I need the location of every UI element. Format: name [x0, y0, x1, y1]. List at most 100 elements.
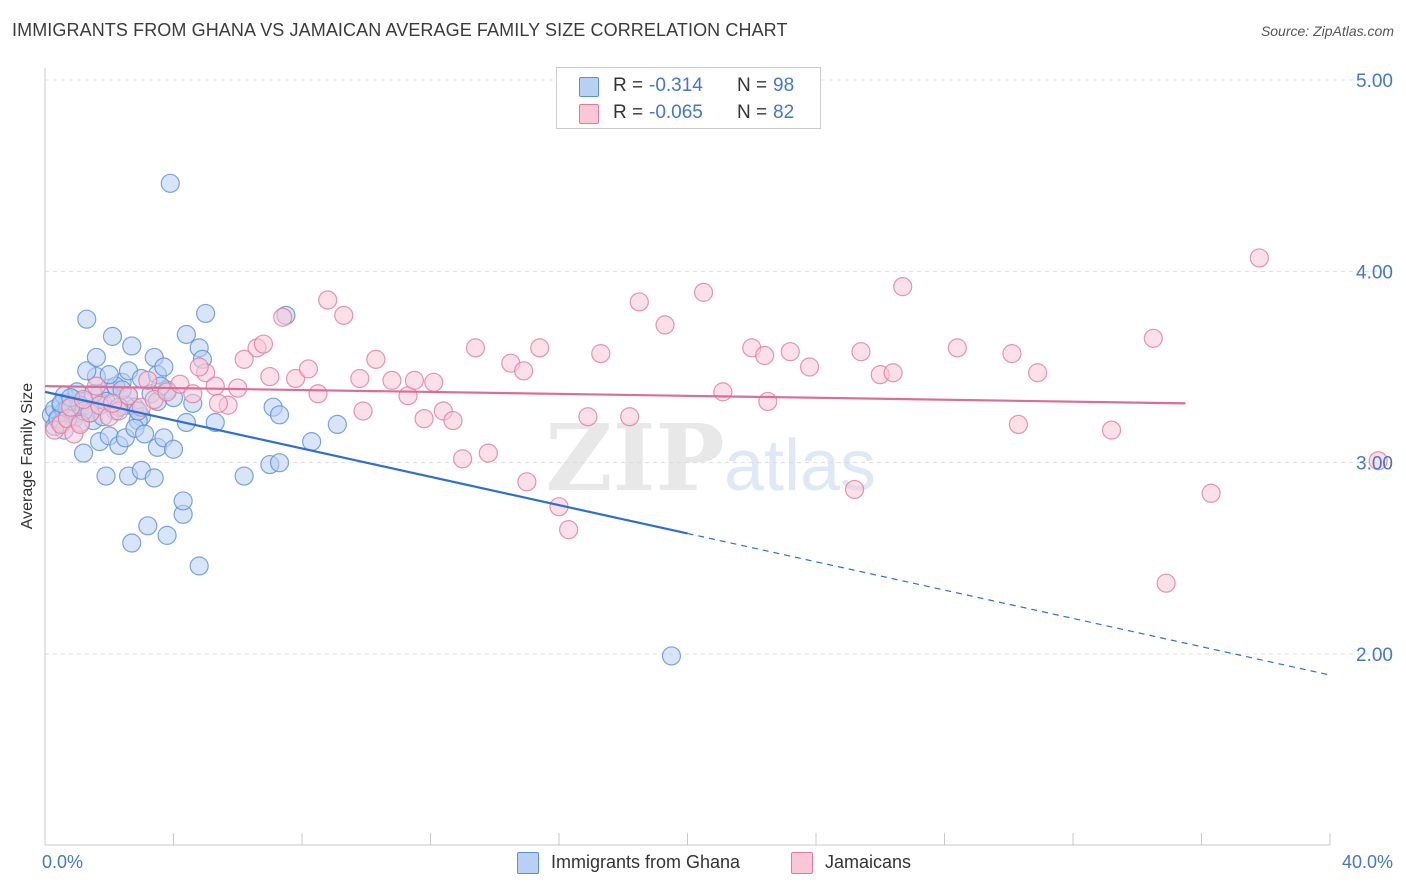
jamaican-point [208, 393, 229, 413]
y-tick-label: 5.00 [1356, 71, 1393, 92]
jamaican-point [851, 342, 871, 362]
legend-r-value: -0.065 [649, 102, 703, 123]
jamaican-point [308, 384, 328, 404]
watermark: ZIP atlas [545, 404, 876, 512]
ghana-point [122, 336, 142, 356]
ghana-point [173, 491, 193, 511]
jamaican-point [318, 290, 338, 310]
jamaican-point [578, 407, 598, 427]
ghana-point [176, 324, 196, 345]
jamaican-point [424, 372, 444, 392]
ghana-point [196, 303, 216, 324]
jamaican-point [893, 277, 913, 297]
jamaican-point [844, 479, 865, 500]
jamaican-point [947, 338, 967, 358]
jamaican-point [414, 409, 434, 429]
jamaican-point [1368, 451, 1388, 471]
bottom-legend-label-jamaicans: Jamaicans [825, 852, 912, 872]
jamaican-point [620, 407, 640, 427]
jamaican-point [443, 410, 463, 431]
jamaican-point [353, 401, 373, 421]
ghana-point [205, 412, 225, 433]
jamaican-point [1249, 248, 1269, 268]
ghana-point [189, 556, 209, 576]
jamaican-point [754, 345, 775, 366]
ghana-point [77, 309, 97, 329]
legend-n-label: N = [737, 75, 768, 96]
ghana-point [122, 533, 142, 553]
jamaican-point [780, 342, 800, 362]
jamaican-point [205, 376, 225, 396]
bottom-legend-label-ghana: Immigrants from Ghana [551, 852, 741, 872]
jamaican-point [465, 338, 486, 358]
jamaican-point [799, 357, 820, 377]
ghana-point [269, 453, 290, 473]
y-axis-label: Average Family Size [19, 382, 36, 530]
legend-swatch-ghana [579, 77, 599, 97]
jamaican-point [1008, 414, 1028, 434]
bottom-legend-swatch-ghana [517, 852, 539, 874]
jamaican-point [382, 370, 402, 390]
jamaican-point [285, 368, 306, 389]
jamaican-point [591, 344, 611, 364]
jamaican-point [883, 363, 903, 383]
jamaican-point [1028, 363, 1048, 383]
legend-r-value: -0.314 [649, 75, 703, 96]
jamaican-point [234, 349, 254, 369]
tick-labels: 2.00 3.00 4.00 5.00 0.0% 40.0% [42, 71, 1393, 872]
ghana-point [77, 361, 97, 381]
ghana-point [154, 357, 174, 377]
y-tick-label: 2.00 [1356, 645, 1393, 666]
x-tick-label-min: 0.0% [42, 852, 83, 872]
ghana-point [99, 365, 119, 385]
y-tick-label: 3.00 [1356, 454, 1393, 475]
ghana-point [160, 173, 180, 193]
data-points [41, 173, 1388, 666]
ghana-trend-line [44, 390, 688, 535]
jamaican-point [530, 338, 550, 358]
ghana-point [144, 468, 164, 488]
jamaican-point [298, 359, 319, 379]
jamaican-point [102, 393, 123, 413]
ghana-point [661, 646, 682, 666]
jamaican-point [713, 382, 733, 402]
jamaican-trend-line [44, 385, 1186, 405]
legend-swatch-jamaicans [579, 104, 599, 124]
x-tick-label-max: 40.0% [1342, 852, 1393, 872]
axes [44, 68, 1331, 846]
jamaican-point [1201, 483, 1221, 503]
jamaican-point [655, 315, 675, 335]
ghana-point [327, 414, 347, 434]
jamaican-point [1156, 573, 1176, 593]
legend: R = -0.314 N = 98 R = -0.065 N = 82 [556, 67, 821, 129]
jamaican-point [758, 391, 778, 412]
jamaican-point [366, 349, 386, 369]
legend-n-label: N = [737, 102, 768, 123]
ghana-point [134, 424, 155, 444]
y-tick-label: 4.00 [1356, 262, 1393, 283]
jamaican-point [273, 307, 293, 327]
jamaican-point [253, 334, 274, 354]
trend-lines [44, 385, 1331, 676]
jamaican-point [350, 368, 370, 389]
chart-title: IMMIGRANTS FROM GHANA VS JAMAICAN AVERAG… [12, 20, 788, 40]
jamaican-point [138, 370, 158, 390]
ghana-point [157, 525, 177, 545]
jamaican-point [453, 449, 473, 469]
legend-r-label: R = [613, 102, 644, 123]
jamaican-point [478, 443, 498, 463]
ghana-point [234, 466, 254, 486]
ghana-point [302, 432, 322, 452]
jamaican-point [260, 366, 280, 387]
jamaican-point [514, 361, 534, 381]
jamaican-point [693, 282, 714, 302]
jamaican-point [1143, 328, 1163, 348]
jamaican-point [629, 292, 649, 312]
ghana-point [269, 405, 290, 425]
legend-n-value: 98 [773, 75, 795, 96]
source-label: Source: ZipAtlas.com [1260, 23, 1394, 39]
jamaican-point [189, 357, 209, 377]
jamaican-point [1002, 344, 1022, 364]
legend-n-value: 82 [773, 102, 795, 123]
ghana-point [138, 516, 158, 536]
